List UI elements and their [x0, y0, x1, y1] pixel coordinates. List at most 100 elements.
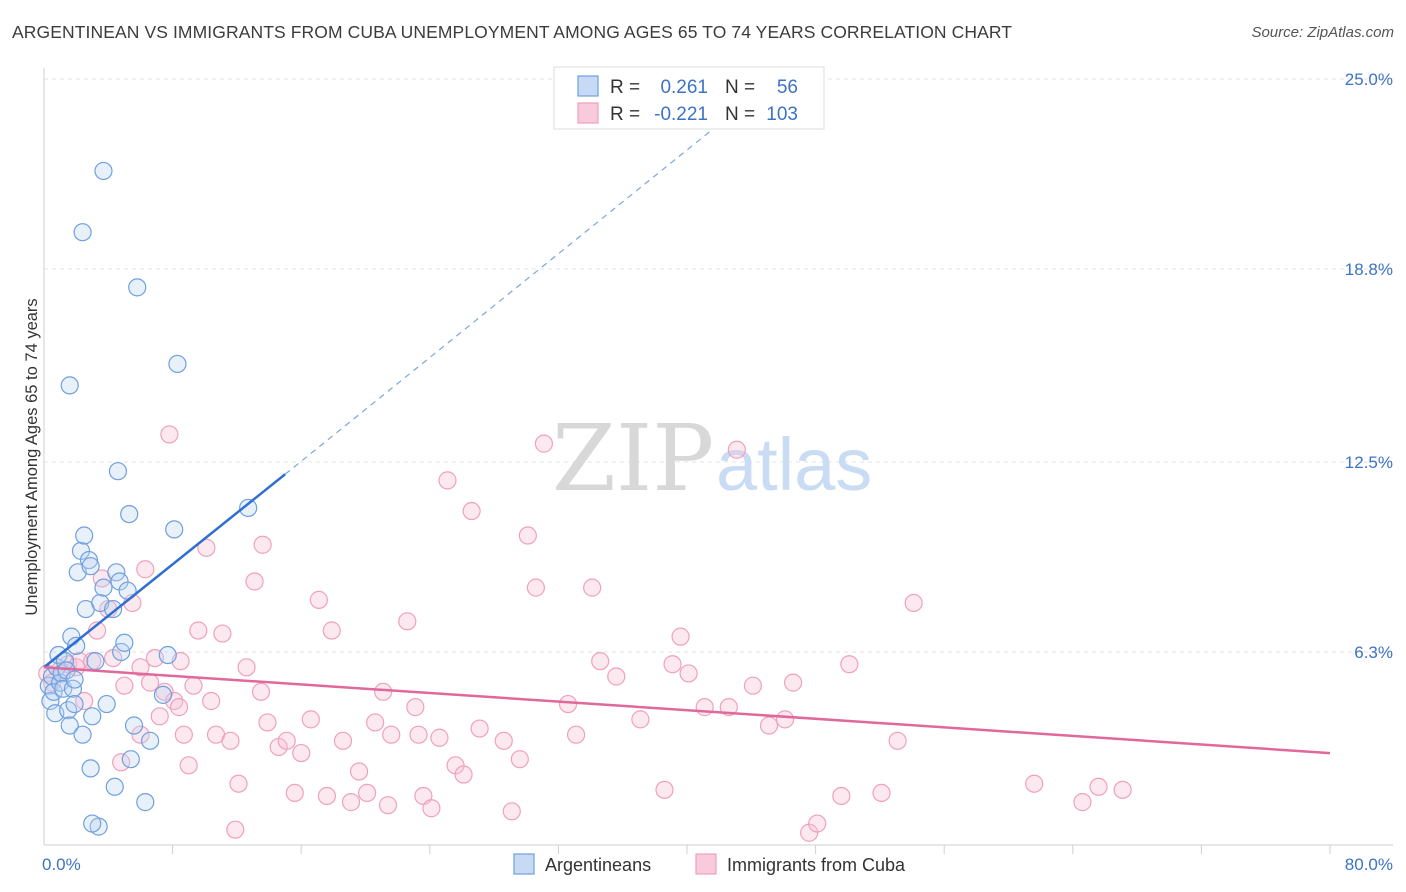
- y-tick-labels: 6.3% 12.5% 18.8% 25.0%: [1345, 70, 1393, 662]
- cuba-point-20: [155, 682, 174, 701]
- cuba-point-22: [165, 691, 184, 711]
- cuba-point-21: [160, 425, 179, 444]
- cuba-point-83: [743, 676, 763, 695]
- cuba-point-62: [462, 501, 481, 521]
- cuba-point-92: [888, 731, 907, 750]
- cuba-point-50: [358, 783, 377, 803]
- argentineans-point-36: [115, 633, 134, 652]
- y-tick-label-2: 18.8%: [1345, 260, 1393, 279]
- argentineans-point-47: [120, 504, 139, 524]
- cuba-point-43: [301, 710, 320, 729]
- legend-r-value-immigrants-from-cuba: -0.221: [654, 104, 708, 125]
- chart-title: ARGENTINEAN VS IMMIGRANTS FROM CUBA UNEM…: [12, 22, 1013, 42]
- watermark-atlas: atlas: [716, 423, 872, 506]
- cuba-point-86: [783, 673, 803, 692]
- cuba-point-31: [213, 624, 232, 643]
- cuba-point-95: [1073, 793, 1092, 812]
- cuba-point-40: [277, 731, 296, 750]
- argentineans-point-30: [94, 578, 113, 597]
- bottom-legend-swatch-argentineans: [513, 853, 535, 875]
- series-immigrants-from-cuba: [38, 425, 1132, 842]
- legend-swatch-immigrants-from-cuba: [577, 102, 599, 124]
- legend-n-label-immigrants-from-cuba: N =: [725, 104, 755, 125]
- cuba-point-47: [333, 731, 353, 750]
- cuba-point-88: [808, 814, 827, 833]
- bottom-legend-label-argentineans: Argentineans: [545, 855, 651, 875]
- x-tick-label-max: 80.0%: [1345, 855, 1393, 874]
- argentineans-point-55: [65, 670, 84, 689]
- cuba-point-75: [631, 710, 650, 729]
- argentineans-point-50: [94, 161, 113, 181]
- cuba-point-72: [583, 578, 602, 597]
- cuba-point-66: [510, 750, 529, 769]
- y-tick-label-3: 25.0%: [1345, 70, 1393, 89]
- argentineans-point-26: [86, 652, 105, 671]
- cuba-point-101: [378, 796, 398, 815]
- cuba-point-64: [494, 731, 513, 750]
- cuba-point-32: [221, 731, 240, 750]
- trend-line-argentineans: [43, 473, 286, 669]
- x-tick-label-min: 0.0%: [42, 855, 81, 874]
- cuba-point-49: [349, 762, 369, 781]
- cuba-point-65: [502, 802, 521, 821]
- stats-legend: R = 0.261 N = 56 R = -0.221 N = 103: [553, 66, 825, 130]
- argentineans-point-44: [158, 645, 177, 665]
- cuba-point-84: [759, 716, 779, 735]
- y-tick-label-0: 6.3%: [1354, 643, 1393, 662]
- argentineans-point-15: [63, 679, 83, 698]
- cuba-point-82: [727, 440, 746, 459]
- grid-lines: [44, 78, 1393, 653]
- cuba-point-26: [184, 676, 203, 695]
- cuba-point-90: [840, 655, 859, 674]
- watermark-zip: ZIP: [552, 405, 714, 512]
- cuba-point-48: [341, 793, 361, 812]
- stats-legend-box: [553, 66, 825, 130]
- legend-n-value-argentineans: 56: [777, 77, 798, 98]
- cuba-point-100: [251, 682, 271, 701]
- cuba-point-51: [366, 713, 385, 732]
- argentineans-point-54: [83, 814, 102, 833]
- cuba-point-37: [253, 535, 272, 554]
- bottom-legend-label-immigrants-from-cuba: Immigrants from Cuba: [727, 855, 906, 875]
- cuba-point-41: [285, 783, 304, 803]
- cuba-point-74: [607, 667, 626, 686]
- cuba-point-13: [115, 676, 134, 695]
- y-tick-label-1: 12.5%: [1345, 453, 1393, 472]
- cuba-point-52: [374, 682, 393, 701]
- cuba-point-33: [226, 820, 245, 839]
- cuba-point-57: [422, 799, 441, 818]
- cuba-point-73: [591, 652, 610, 671]
- series-argentineans: [39, 161, 258, 836]
- legend-r-label-argentineans: R =: [610, 77, 640, 98]
- cuba-point-97: [1113, 780, 1132, 799]
- cuba-point-76: [655, 780, 674, 799]
- cuba-point-42: [292, 743, 311, 763]
- cuba-point-93: [904, 593, 923, 613]
- cuba-point-78: [671, 627, 690, 646]
- bottom-legend: Argentineans Immigrants from Cuba: [513, 853, 906, 875]
- chart-source: Source: ZipAtlas.com: [1251, 24, 1394, 41]
- cuba-point-27: [189, 621, 208, 640]
- cuba-point-38: [258, 713, 277, 732]
- cuba-point-81: [719, 698, 738, 717]
- cuba-point-80: [695, 698, 714, 717]
- cuba-point-45: [317, 786, 337, 806]
- argentineans-point-38: [121, 750, 140, 769]
- cuba-point-69: [534, 434, 554, 453]
- y-axis-title: Unemployment Among Ages 65 to 74 years: [23, 298, 41, 615]
- cuba-point-23: [169, 698, 189, 717]
- cuba-point-35: [237, 658, 256, 677]
- cuba-point-34: [229, 774, 248, 793]
- trend-lines: [43, 84, 1331, 755]
- cuba-point-102: [409, 725, 428, 744]
- argentineans-point-45: [165, 520, 184, 539]
- argentineans-point-49: [108, 462, 128, 481]
- argentineans-point-32: [104, 599, 123, 619]
- cuba-point-79: [679, 664, 698, 683]
- cuba-point-28: [197, 538, 216, 557]
- argentineans-point-25: [83, 707, 102, 726]
- watermark: ZIP atlas: [552, 405, 872, 512]
- trend-line-immigrants-from-cuba: [43, 666, 1331, 755]
- cuba-point-15: [131, 658, 150, 677]
